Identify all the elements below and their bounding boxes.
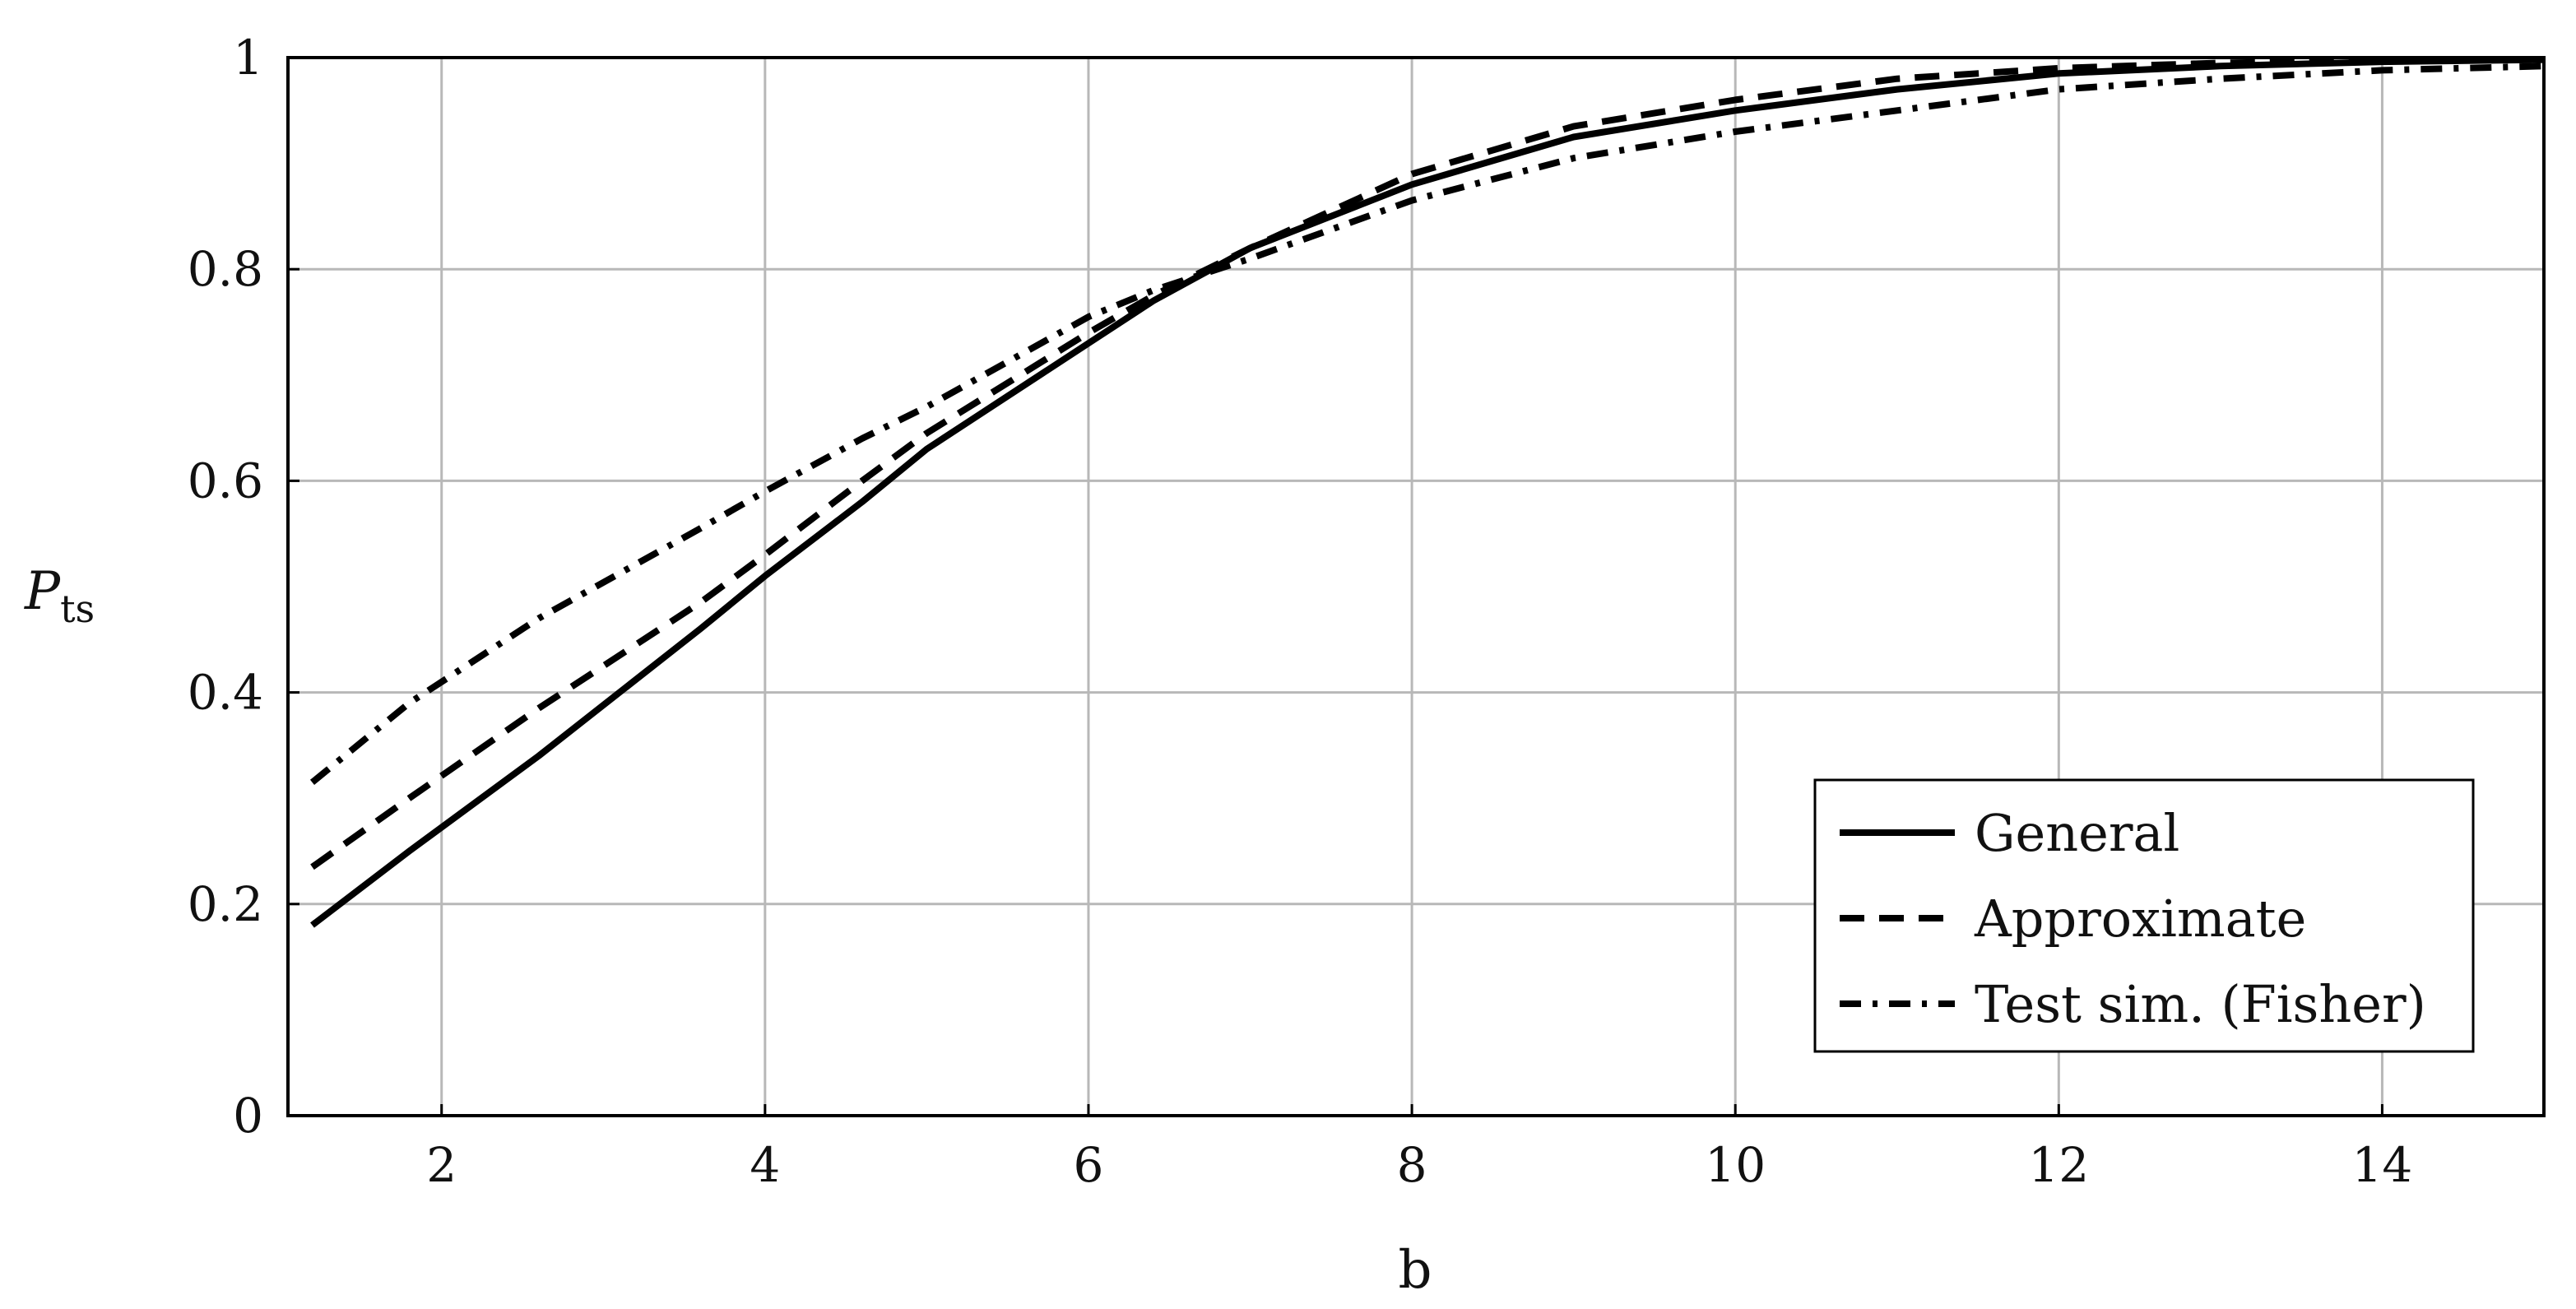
y-tick-label: 1 bbox=[233, 30, 263, 86]
y-tick-label: 0.6 bbox=[188, 453, 263, 508]
x-tick-label: 14 bbox=[2352, 1137, 2413, 1193]
legend: General Approximate Test sim. (Fisher) bbox=[1813, 778, 2475, 1053]
y-tick-label: 0.8 bbox=[188, 241, 263, 297]
x-tick-label: 6 bbox=[1074, 1137, 1104, 1193]
series-line-2 bbox=[310, 56, 2545, 870]
y-axis-label-subscript: ts bbox=[60, 587, 95, 631]
x-axis-label: b bbox=[1399, 1240, 1432, 1301]
y-axis-label-main: P bbox=[24, 561, 61, 622]
x-tick-label: 8 bbox=[1397, 1137, 1427, 1193]
y-tick-label: 0.2 bbox=[188, 876, 263, 932]
x-tick-label: 2 bbox=[426, 1137, 457, 1193]
grid bbox=[288, 58, 2544, 1116]
legend-items: General Approximate Test sim. (Fisher) bbox=[1840, 803, 2426, 1034]
legend-label: Test sim. (Fisher) bbox=[1975, 974, 2426, 1034]
y-axis-ticks: 0 0.2 0.4 0.6 0.8 1 bbox=[188, 30, 299, 1144]
series-line-3 bbox=[309, 63, 2545, 785]
x-axis-ticks: 2 4 6 8 10 12 14 bbox=[426, 1104, 2412, 1193]
legend-label: Approximate bbox=[1974, 889, 2306, 949]
x-tick-label: 12 bbox=[2028, 1137, 2089, 1193]
y-tick-label: 0.4 bbox=[188, 665, 263, 721]
y-axis-label: Pts bbox=[24, 561, 95, 631]
x-tick-label: 10 bbox=[1705, 1137, 1766, 1193]
y-tick-label: 0 bbox=[233, 1088, 263, 1144]
x-tick-label: 4 bbox=[750, 1137, 780, 1193]
plot-frame bbox=[286, 56, 2546, 1117]
series-layer bbox=[309, 56, 2545, 928]
legend-label: General bbox=[1975, 803, 2179, 863]
